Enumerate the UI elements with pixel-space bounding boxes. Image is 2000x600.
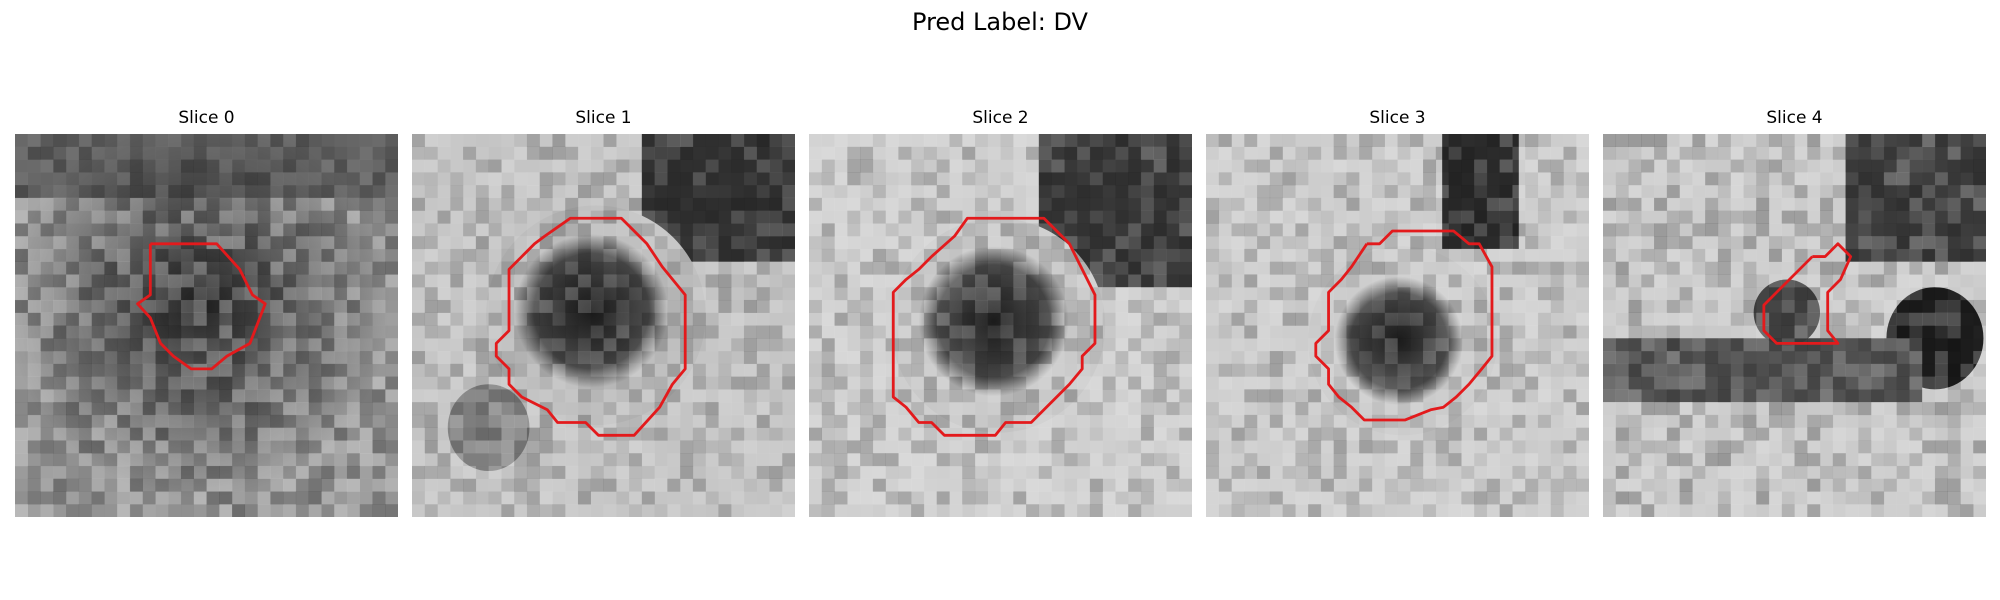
pixel-noise [412,134,795,517]
lesion-contour [1762,242,1853,345]
pixel-noise [1206,134,1589,517]
figure-title: Pred Label: DV [912,8,1088,36]
dark-blob [447,384,530,472]
lesion-contour [1314,229,1494,422]
pixel-noise [1603,134,1986,517]
dark-band [15,134,398,198]
slice-title: Slice 0 [178,108,235,128]
dark-blob [1753,279,1821,346]
slice-image [809,134,1192,517]
slice-image [1603,134,1986,517]
lesion-contour [136,242,267,371]
slice-panel-0: Slice 0 [15,108,398,518]
dark-band [1603,338,1923,403]
lesion-region [1308,246,1498,436]
slice-title: Slice 3 [1369,108,1426,128]
lesion-region [890,218,1106,433]
dark-region [1442,134,1519,249]
slice-panel-2: Slice 2 [809,108,1192,518]
pixel-noise [809,134,1192,517]
lesion-region [486,205,706,426]
slice-panel-1: Slice 1 [412,108,795,518]
lesion-contour [891,216,1097,437]
lesion-contour [494,216,687,437]
slice-title: Slice 4 [1766,108,1823,128]
slice-panel-4: Slice 4 [1603,108,1986,518]
slice-background [15,134,398,517]
slice-title: Slice 2 [972,108,1029,128]
slice-image [15,134,398,517]
slice-image [1206,134,1589,517]
slice-panel-3: Slice 3 [1206,108,1589,518]
slice-title: Slice 1 [575,108,632,128]
pixel-noise [15,134,398,517]
slice-image [412,134,795,517]
dark-region [1845,134,1986,262]
